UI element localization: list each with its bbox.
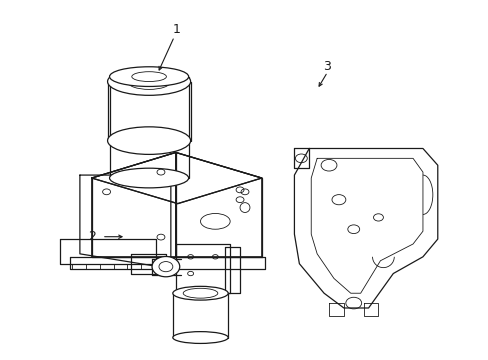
Polygon shape xyxy=(225,247,240,293)
Circle shape xyxy=(152,256,180,277)
Ellipse shape xyxy=(107,127,190,154)
Polygon shape xyxy=(60,239,156,264)
Polygon shape xyxy=(363,303,378,316)
Polygon shape xyxy=(175,244,230,293)
Polygon shape xyxy=(70,257,264,269)
Polygon shape xyxy=(294,148,308,168)
Text: 3: 3 xyxy=(322,60,330,73)
Ellipse shape xyxy=(109,67,188,86)
Polygon shape xyxy=(92,152,175,257)
Ellipse shape xyxy=(172,286,228,300)
Polygon shape xyxy=(175,152,261,257)
Polygon shape xyxy=(328,303,343,316)
Polygon shape xyxy=(294,148,437,308)
Polygon shape xyxy=(92,152,261,204)
Text: 2: 2 xyxy=(88,230,96,243)
Polygon shape xyxy=(131,254,165,274)
Ellipse shape xyxy=(107,68,190,95)
Text: 1: 1 xyxy=(173,23,181,36)
Polygon shape xyxy=(80,175,170,269)
Ellipse shape xyxy=(109,168,188,188)
Ellipse shape xyxy=(172,332,228,343)
